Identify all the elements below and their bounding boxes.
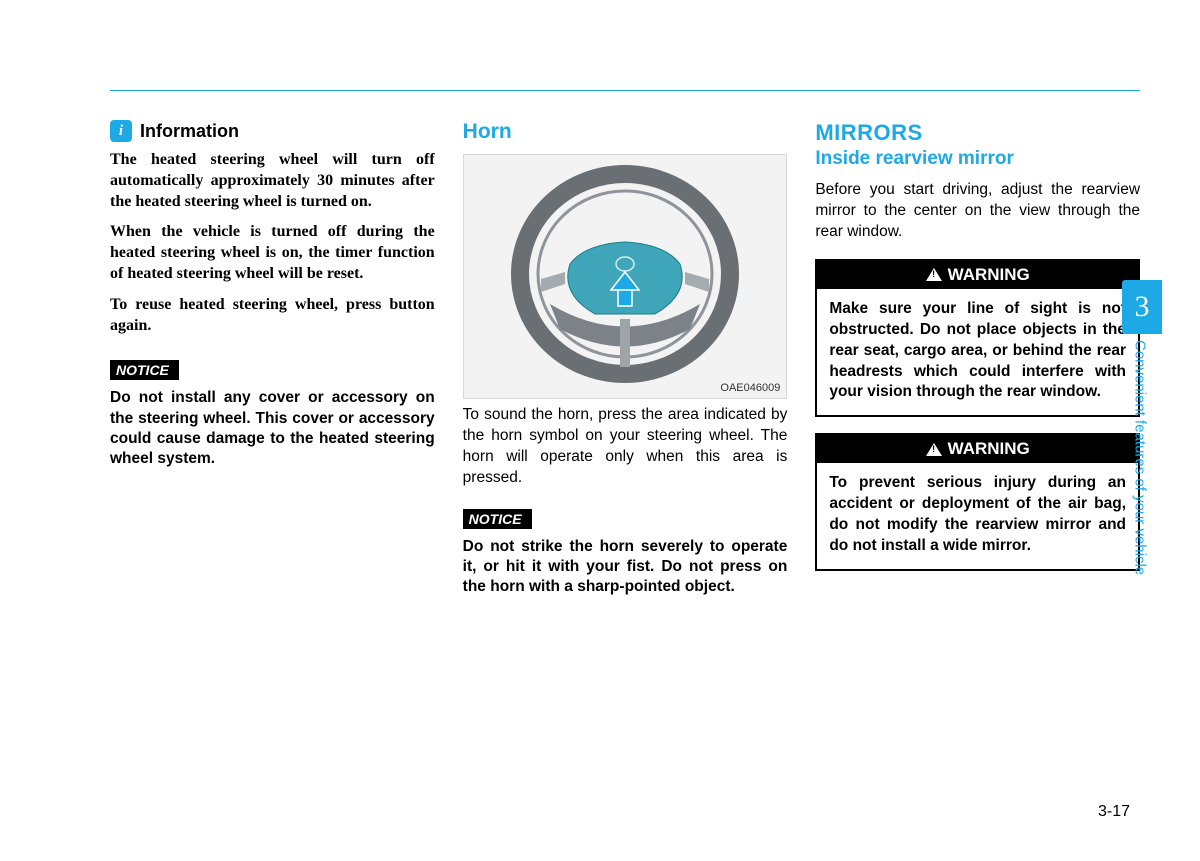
info-paragraph: The heated steering wheel will turn off …	[110, 150, 435, 212]
chapter-tab: 3	[1122, 280, 1162, 334]
inside-rearview-heading: Inside rearview mirror	[815, 148, 1140, 170]
column-3: MIRRORS Inside rearview mirror Before yo…	[815, 120, 1140, 597]
notice-label: NOTICE	[110, 360, 179, 380]
mirrors-body: Before you start driving, adjust the rea…	[815, 180, 1140, 243]
steering-wheel-figure: OAE046009	[463, 154, 788, 399]
steering-wheel-icon	[495, 164, 755, 389]
information-title: Information	[140, 121, 239, 142]
warning-header: WARNING	[817, 435, 1138, 463]
warning-icon	[926, 443, 942, 456]
warning-body: Make sure your line of sight is not obst…	[817, 289, 1138, 416]
info-icon: i	[110, 120, 132, 142]
warning-box-2: WARNING To prevent serious injury during…	[815, 433, 1140, 571]
page-number: 3-17	[1098, 803, 1130, 821]
info-paragraph: To reuse heated steering wheel, press bu…	[110, 295, 435, 337]
warning-header: WARNING	[817, 261, 1138, 289]
column-1: i Information The heated steering wheel …	[110, 120, 435, 597]
warning-label: WARNING	[948, 265, 1030, 285]
information-body: The heated steering wheel will turn off …	[110, 150, 435, 336]
warning-label: WARNING	[948, 439, 1030, 459]
notice-body: Do not strike the horn severely to opera…	[463, 537, 788, 597]
warning-box-1: WARNING Make sure your line of sight is …	[815, 259, 1140, 418]
notice-label: NOTICE	[463, 509, 532, 529]
mirrors-heading: MIRRORS	[815, 120, 1140, 146]
notice-body: Do not install any cover or accessory on…	[110, 388, 435, 469]
chapter-title: Convenient features of your vehicle	[1130, 340, 1150, 680]
horn-heading: Horn	[463, 120, 788, 144]
warning-icon	[926, 268, 942, 281]
info-paragraph: When the vehicle is turned off during th…	[110, 222, 435, 284]
top-rule	[110, 90, 1140, 91]
information-heading: i Information	[110, 120, 435, 142]
warning-body: To prevent serious injury during an acci…	[817, 463, 1138, 569]
figure-code: OAE046009	[720, 382, 780, 394]
horn-body: To sound the horn, press the area indica…	[463, 405, 788, 489]
column-2: Horn OAE046009 To	[463, 120, 788, 597]
